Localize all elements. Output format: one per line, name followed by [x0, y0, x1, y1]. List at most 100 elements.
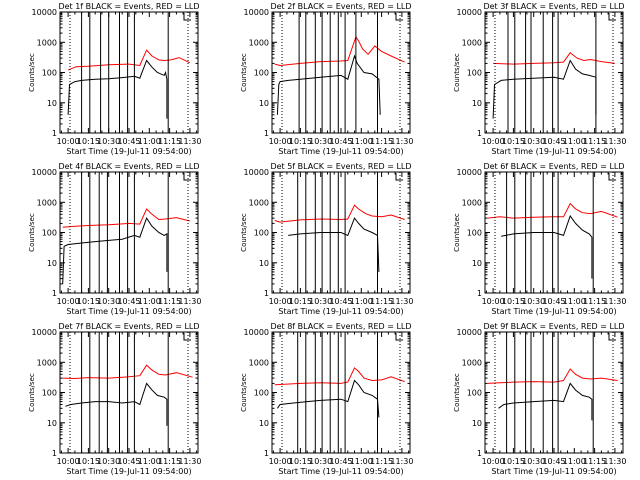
x-tick-label: 10:45 [542, 297, 565, 306]
x-tick-label: 10:45 [329, 137, 352, 146]
y-tick-label: 100 [467, 69, 482, 78]
plot-frame [484, 11, 624, 134]
detector-panel: Det 8f BLACK = Events, RED = LLD 1 10 100 10… [240, 322, 413, 476]
y-tick-label: 10 [472, 419, 482, 428]
panel-title: Det 3f BLACK = Events, RED = LLD [483, 2, 624, 11]
x-tick-label: 10:15 [77, 137, 100, 146]
corner-marker [608, 173, 616, 181]
panel-title: Det 1f BLACK = Events, RED = LLD [58, 2, 199, 11]
panel-title: Det 4f BLACK = Events, RED = LLD [58, 162, 199, 171]
y-tick-label: 10 [259, 259, 269, 268]
y-tick-label: 10000 [244, 168, 269, 177]
detector-panel: Det 6f BLACK = Events, RED = LLD 1 10 100 10… [453, 162, 626, 316]
x-tick-label: 10:00 [269, 297, 292, 306]
events-series-line [288, 217, 380, 272]
y-tick-label: 10 [47, 99, 57, 108]
y-axis-label: Counts/sec [240, 373, 248, 412]
x-tick-label: 10:30 [309, 137, 332, 146]
x-tick-label: 11:30 [390, 297, 413, 306]
x-tick-label: 10:15 [289, 457, 312, 466]
events-series-line [62, 216, 168, 284]
x-tick-label: 11:15 [583, 457, 606, 466]
y-tick-label: 1000 [462, 358, 482, 367]
plot-frame [59, 11, 199, 134]
y-tick-label: 10000 [32, 328, 57, 337]
x-tick-label: 11:00 [350, 457, 373, 466]
y-axis-label: Counts/sec [28, 53, 36, 92]
x-tick-label: 10:15 [502, 137, 525, 146]
corner-marker [183, 13, 191, 21]
x-tick-label: 11:00 [563, 297, 586, 306]
x-tick-label: 11:00 [138, 137, 161, 146]
x-tick-label: 11:15 [158, 137, 181, 146]
x-tick-label: 10:00 [269, 457, 292, 466]
x-axis-label: Start Time (19-Jul-11 09:54:00) [491, 467, 616, 476]
y-axis-label: Counts/sec [28, 373, 36, 412]
x-tick-label: 10:15 [502, 457, 525, 466]
y-tick-label: 10 [47, 419, 57, 428]
x-tick-label: 10:45 [117, 137, 140, 146]
corner-marker [395, 333, 403, 341]
y-tick-label: 1 [477, 289, 482, 298]
x-tick-label: 10:45 [117, 457, 140, 466]
events-series-line [67, 59, 168, 119]
x-tick-label: 11:00 [563, 457, 586, 466]
x-tick-label: 11:30 [390, 137, 413, 146]
x-axis-label: Start Time (19-Jul-11 09:54:00) [66, 467, 191, 476]
y-tick-label: 1000 [37, 198, 57, 207]
x-tick-label: 11:15 [158, 297, 181, 306]
y-tick-label: 10000 [32, 8, 57, 17]
y-tick-label: 1000 [37, 358, 57, 367]
y-tick-label: 1000 [462, 198, 482, 207]
x-tick-label: 11:30 [178, 457, 201, 466]
x-tick-label: 11:15 [158, 457, 181, 466]
y-tick-label: 100 [254, 389, 269, 398]
x-tick-label: 10:00 [269, 137, 292, 146]
y-tick-label: 10 [47, 259, 57, 268]
x-tick-label: 11:30 [390, 457, 413, 466]
y-tick-label: 10000 [244, 328, 269, 337]
y-tick-label: 100 [467, 389, 482, 398]
lld-series-line [487, 368, 618, 384]
corner-marker [183, 173, 191, 181]
x-tick-label: 10:30 [97, 457, 120, 466]
y-tick-label: 1 [52, 129, 57, 138]
y-axis-label: Counts/sec [240, 53, 248, 92]
y-tick-label: 10 [259, 419, 269, 428]
y-axis-label: Counts/sec [28, 213, 36, 252]
detector-panel: Det 3f BLACK = Events, RED = LLD 1 10 100 10… [453, 2, 626, 156]
x-tick-label: 11:15 [370, 137, 393, 146]
panel-title: Det 6f BLACK = Events, RED = LLD [483, 162, 624, 171]
x-tick-label: 10:15 [289, 137, 312, 146]
x-tick-label: 10:30 [97, 297, 120, 306]
x-tick-label: 11:30 [178, 297, 201, 306]
y-tick-label: 1 [52, 449, 57, 458]
x-tick-label: 10:45 [542, 457, 565, 466]
y-tick-label: 100 [42, 69, 57, 78]
y-tick-label: 1 [477, 129, 482, 138]
panel-title: Det 8f BLACK = Events, RED = LLD [270, 322, 411, 331]
lld-series-line [274, 204, 405, 223]
x-tick-label: 11:30 [603, 297, 626, 306]
events-series-line [498, 382, 593, 421]
x-tick-label: 10:45 [329, 297, 352, 306]
y-tick-label: 1 [264, 129, 269, 138]
y-axis-label: Counts/sec [453, 53, 461, 92]
detector-panel: Det 4f BLACK = Events, RED = LLD 1 10 100 10… [28, 162, 201, 316]
detector-panel: Det 7f BLACK = Events, RED = LLD 1 10 100 10… [28, 322, 201, 476]
plot-frame [484, 331, 624, 454]
y-tick-label: 10000 [457, 168, 482, 177]
detector-panel: Det 5f BLACK = Events, RED = LLD 1 10 100 10… [240, 162, 413, 316]
panel-title: Det 5f BLACK = Events, RED = LLD [270, 162, 411, 171]
x-tick-label: 11:00 [350, 297, 373, 306]
x-tick-label: 10:30 [522, 297, 545, 306]
x-tick-label: 10:45 [542, 137, 565, 146]
x-tick-label: 11:15 [583, 297, 606, 306]
x-axis-label: Start Time (19-Jul-11 09:54:00) [491, 147, 616, 156]
events-series-line [501, 214, 593, 279]
x-axis-label: Start Time (19-Jul-11 09:54:00) [66, 147, 191, 156]
lld-series-line [67, 49, 191, 71]
x-tick-label: 10:15 [289, 297, 312, 306]
lld-series-line [274, 35, 405, 67]
